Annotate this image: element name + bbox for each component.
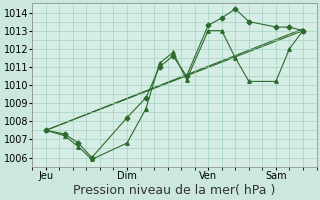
X-axis label: Pression niveau de la mer( hPa ): Pression niveau de la mer( hPa ) (73, 184, 276, 197)
